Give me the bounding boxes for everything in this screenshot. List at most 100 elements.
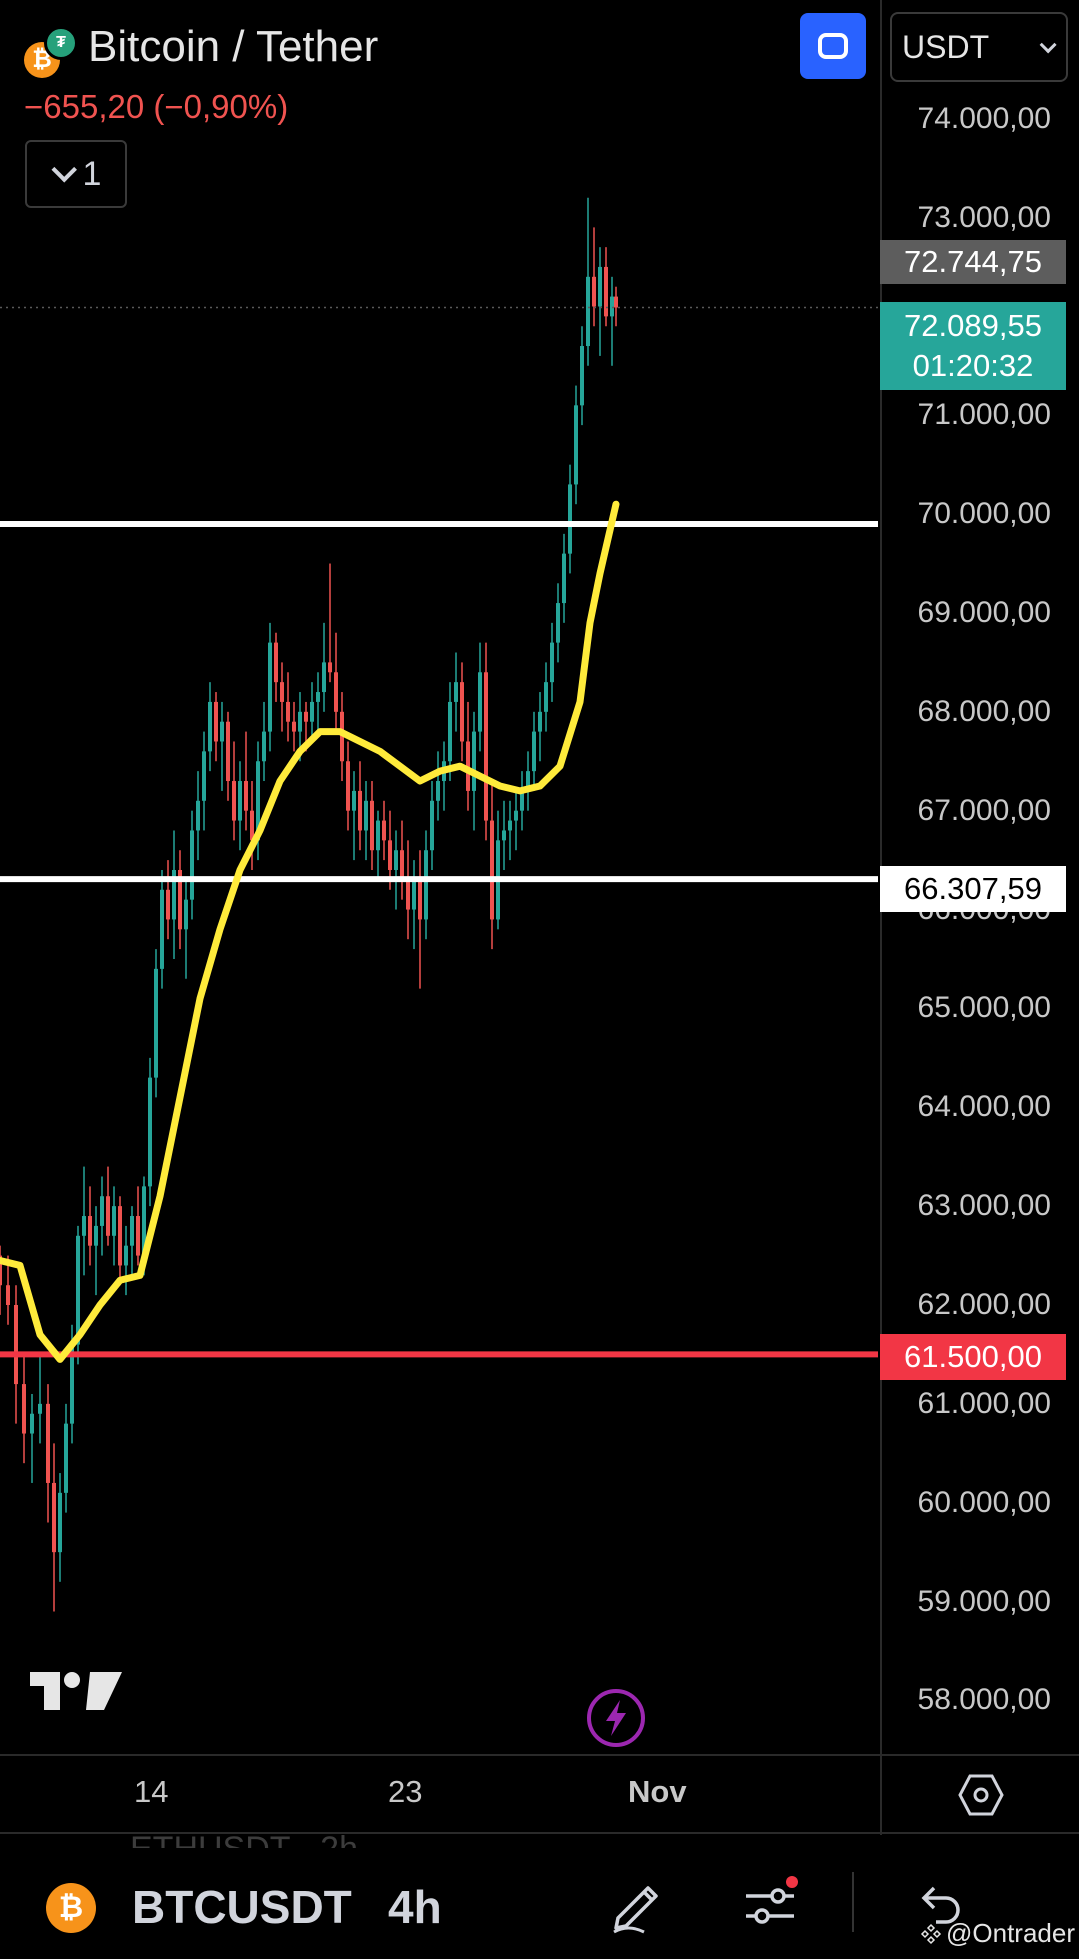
indicator-settings-icon[interactable] [738, 1872, 802, 1936]
indicators-toggle-button[interactable]: 1 [25, 140, 127, 208]
candle [328, 563, 332, 683]
candle [196, 771, 200, 861]
support-price-badge: 61.500,00 [880, 1334, 1066, 1380]
candle [484, 642, 488, 841]
candle [598, 247, 602, 356]
candle [406, 840, 410, 940]
candle [382, 800, 386, 861]
candle [0, 1245, 2, 1315]
candle [436, 751, 440, 821]
candle [466, 701, 470, 811]
symbol-button[interactable]: BTCUSDT [132, 1881, 352, 1933]
candle [226, 711, 230, 801]
candle [496, 810, 500, 930]
candle [460, 662, 464, 762]
price-tick-label: 63.000,00 [917, 1189, 1051, 1223]
candle [310, 682, 314, 742]
price-tick-label: 64.000,00 [917, 1090, 1051, 1124]
candle [544, 662, 548, 732]
chevron-down-icon [1039, 36, 1057, 54]
currency-select[interactable]: USDT [890, 12, 1068, 82]
interval-button[interactable]: 4h [388, 1881, 442, 1933]
candle [94, 1206, 98, 1296]
candle [424, 830, 428, 940]
price-tick-label: 62.000,00 [917, 1288, 1051, 1321]
candle [442, 741, 446, 811]
candle [418, 850, 422, 989]
candle [286, 672, 290, 742]
undo-icon[interactable] [906, 1872, 970, 1936]
price-tick-label: 67.000,00 [917, 793, 1051, 827]
candle [202, 731, 206, 831]
candle [592, 227, 596, 327]
price-tick-label: 59.000,00 [917, 1584, 1051, 1618]
candle [38, 1354, 42, 1444]
candle [364, 781, 368, 861]
time-label: 14 [134, 1774, 169, 1809]
candle [538, 692, 542, 762]
fullscreen-button[interactable] [800, 13, 866, 79]
binance-icon [920, 1923, 942, 1944]
watermark-text: @Ontrader [946, 1918, 1075, 1948]
candle [568, 464, 572, 574]
last-price-value: 72.089,55 [904, 308, 1042, 343]
candle [454, 652, 458, 732]
candle [580, 326, 584, 426]
candle [490, 781, 494, 950]
fullscreen-icon [818, 33, 848, 59]
price-tick-label: 68.000,00 [917, 694, 1051, 728]
candle [586, 197, 590, 366]
candle [184, 879, 188, 979]
bar-countdown: 01:20:32 [912, 348, 1034, 383]
bitcoin-icon[interactable]: ₿ [46, 1883, 96, 1933]
chevron-down-icon [51, 157, 77, 183]
candle [118, 1196, 122, 1286]
symbol-title[interactable]: Bitcoin / Tether [88, 22, 379, 71]
price-tick-label: 61.000,00 [917, 1386, 1051, 1420]
candle [502, 800, 506, 870]
candle [376, 810, 380, 880]
price-tick-label: 73.000,00 [917, 200, 1051, 234]
candle [238, 761, 242, 851]
price-tick-label: 58.000,00 [917, 1683, 1051, 1717]
candle [190, 810, 194, 920]
candle [172, 830, 176, 959]
candle [154, 949, 158, 1098]
candle [508, 800, 512, 861]
candle [352, 771, 356, 861]
candle [58, 1473, 62, 1582]
chart-header: ₿ ₮ Bitcoin / Tether −655,20 (−0,90%) 1 [0, 0, 880, 208]
high-price-badge: 72.744,75 [880, 240, 1066, 284]
settings-icon[interactable] [958, 1772, 1004, 1818]
candle [64, 1403, 68, 1513]
ghost-symbol-text: ETHUSDT · 2h [130, 1830, 358, 1848]
time-axis-divider [0, 1754, 1079, 1756]
candle [232, 741, 236, 841]
time-label: 23 [388, 1774, 423, 1809]
candle [30, 1393, 34, 1483]
candle [250, 781, 254, 870]
candle [112, 1186, 116, 1266]
candle [520, 771, 524, 831]
candle [412, 860, 416, 950]
price-tick-label: 60.000,00 [917, 1485, 1051, 1519]
price-tick-label: 71.000,00 [917, 398, 1051, 432]
drawing-pen-icon[interactable] [604, 1872, 668, 1936]
moving-average-line [0, 500, 620, 1363]
candle [274, 632, 278, 702]
candle [280, 662, 284, 732]
price-tick-label: 69.000,00 [917, 595, 1051, 629]
lightning-icon[interactable] [586, 1688, 646, 1748]
candle [208, 682, 212, 772]
candle [358, 761, 362, 851]
candle [322, 622, 326, 712]
candle [100, 1176, 104, 1256]
candle [214, 692, 218, 762]
candle [532, 711, 536, 791]
candle [166, 860, 170, 940]
candle [478, 642, 482, 752]
time-label: Nov [628, 1774, 687, 1809]
candle [556, 583, 560, 663]
candle [292, 701, 296, 752]
